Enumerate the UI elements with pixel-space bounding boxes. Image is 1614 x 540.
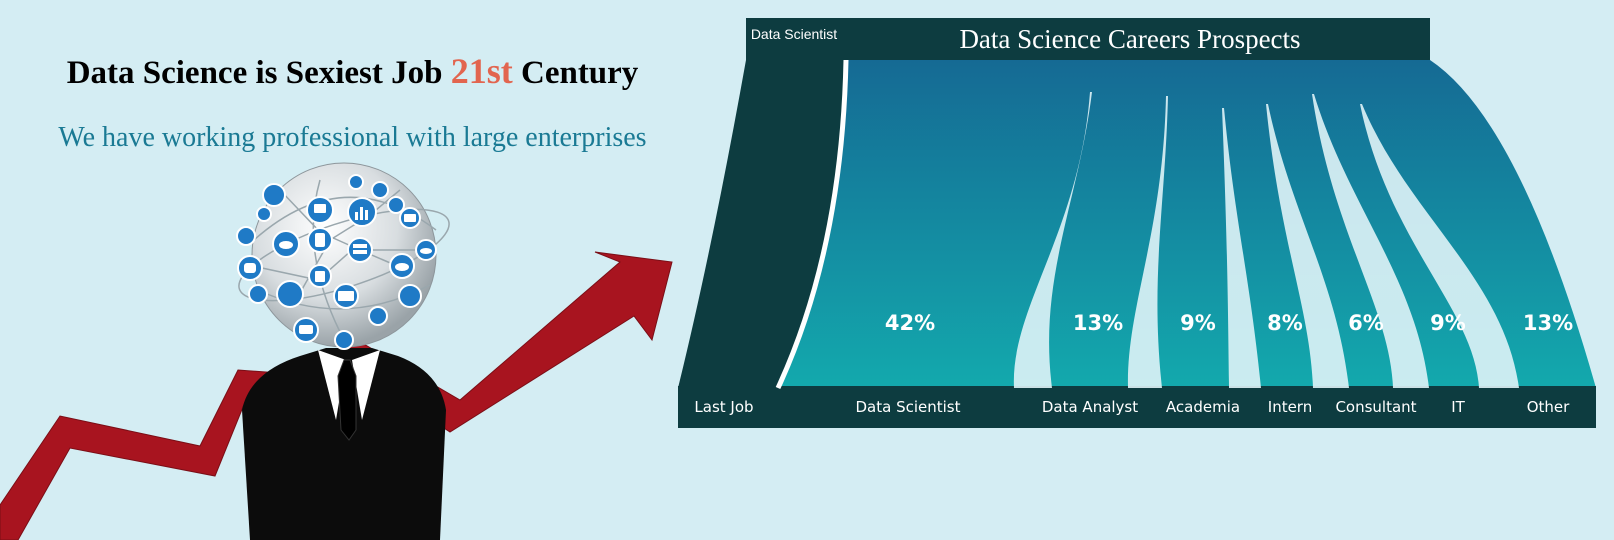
category-label-data-scientist: Data Scientist xyxy=(856,398,961,416)
chart-title-bar xyxy=(746,18,1430,60)
value-label-other: 13% xyxy=(1523,311,1573,335)
flow-separator-5 xyxy=(1312,94,1429,388)
mail-icon xyxy=(387,196,405,214)
trend-arrow-icon xyxy=(0,251,673,540)
value-label-academia: 9% xyxy=(1180,311,1216,335)
bottom-label-bar xyxy=(678,386,1596,428)
category-label-intern: Intern xyxy=(1268,398,1312,416)
chart-title: Data Science Careers Prospects xyxy=(959,24,1301,54)
globe-head xyxy=(236,162,450,350)
category-label-data-analyst: Data Analyst xyxy=(1042,398,1138,416)
value-label-intern: 8% xyxy=(1267,311,1303,335)
location-icon xyxy=(256,206,272,222)
flow-separator-4 xyxy=(1266,104,1349,388)
flow-separator-6 xyxy=(1360,104,1519,388)
source-axis-label: Last Job xyxy=(694,398,753,416)
flow-edge xyxy=(775,59,849,390)
source-label: Data Scientist xyxy=(750,26,838,42)
category-label-it: IT xyxy=(1451,398,1465,416)
value-label-data-analyst: 13% xyxy=(1073,311,1123,335)
flow-separator-2 xyxy=(1127,96,1168,388)
suit-figure-icon xyxy=(242,348,446,540)
headline-text-after: Century xyxy=(512,55,639,91)
phone-icon xyxy=(368,306,388,326)
category-label-other: Other xyxy=(1527,398,1570,416)
cloud-icon xyxy=(348,174,364,190)
page-title: Data Science is Sexiest Job 21st Century xyxy=(0,50,705,92)
user-icon xyxy=(334,330,354,350)
subheadline: We have working professional with large … xyxy=(58,122,647,153)
flow-separator-3 xyxy=(1222,108,1261,388)
headline-accent: 21st xyxy=(450,51,513,91)
router-icon xyxy=(398,284,422,308)
illustration xyxy=(0,162,673,540)
category-label-academia: Academia xyxy=(1166,398,1240,416)
monitor-icon xyxy=(262,183,286,207)
value-label-it: 9% xyxy=(1430,311,1466,335)
category-label-consultant: Consultant xyxy=(1335,398,1416,416)
value-label-consultant: 6% xyxy=(1348,311,1384,335)
source-node xyxy=(678,18,846,388)
user-icon xyxy=(248,284,268,304)
value-label-data-scientist: 42% xyxy=(885,311,935,335)
headline-text-before: Data Science is Sexiest Job xyxy=(66,55,451,91)
network-icon xyxy=(276,280,304,308)
flow-separator-1 xyxy=(1013,92,1092,388)
network-icon xyxy=(236,226,256,246)
user-icon xyxy=(371,181,389,199)
